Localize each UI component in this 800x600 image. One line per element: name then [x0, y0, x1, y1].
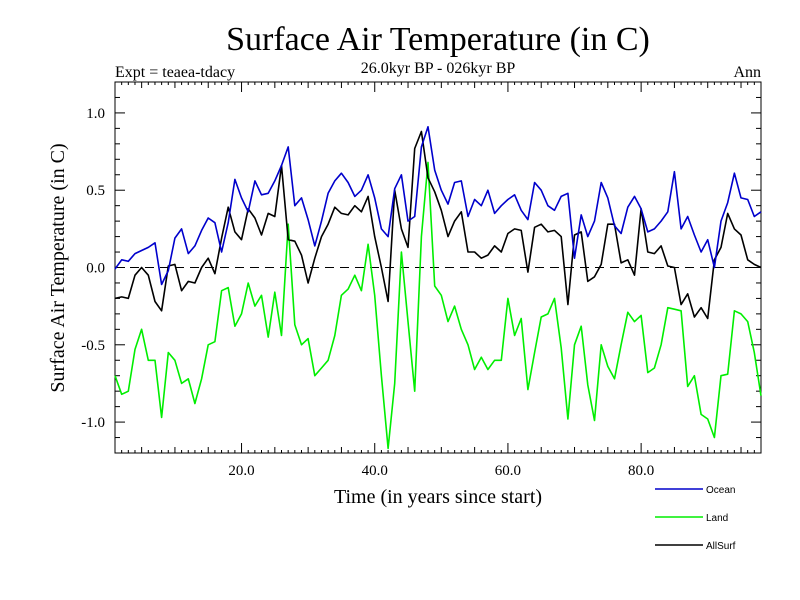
legend-label-land: Land	[706, 513, 728, 524]
series-line-land	[114, 161, 762, 450]
x-axis-label: Time (in years since start)	[334, 486, 542, 508]
x-tick-label: 60.0	[495, 463, 521, 479]
plot-area: 20.0 40.0 60.0 80.0 1.0 0.5 0.0 -0.5 -1.0	[81, 81, 762, 479]
x-tick-label: 20.0	[228, 463, 254, 479]
legend: Ocean Land AllSurf	[655, 485, 736, 552]
x-tick-label: 40.0	[362, 463, 388, 479]
chart-subtitle: 26.0kyr BP - 026kyr BP	[361, 60, 516, 77]
y-axis-label: Surface Air Temperature (in C)	[47, 143, 69, 392]
series-line-ocean	[114, 126, 762, 286]
experiment-label: Expt = teaea-tdacy	[115, 64, 235, 81]
legend-label-ocean: Ocean	[706, 485, 735, 496]
chart-title: Surface Air Temperature (in C)	[226, 21, 650, 58]
y-tick-label: 0.0	[86, 261, 105, 277]
season-label: Ann	[733, 64, 761, 81]
y-tick-label: 1.0	[86, 106, 105, 122]
legend-label-allsurf: AllSurf	[706, 541, 736, 552]
y-tick-label: -1.0	[81, 415, 105, 431]
y-tick-label: 0.5	[86, 183, 105, 199]
series-line-allsurf	[114, 130, 762, 320]
x-tick-label: 80.0	[628, 463, 654, 479]
y-tick-label: -0.5	[81, 338, 105, 354]
